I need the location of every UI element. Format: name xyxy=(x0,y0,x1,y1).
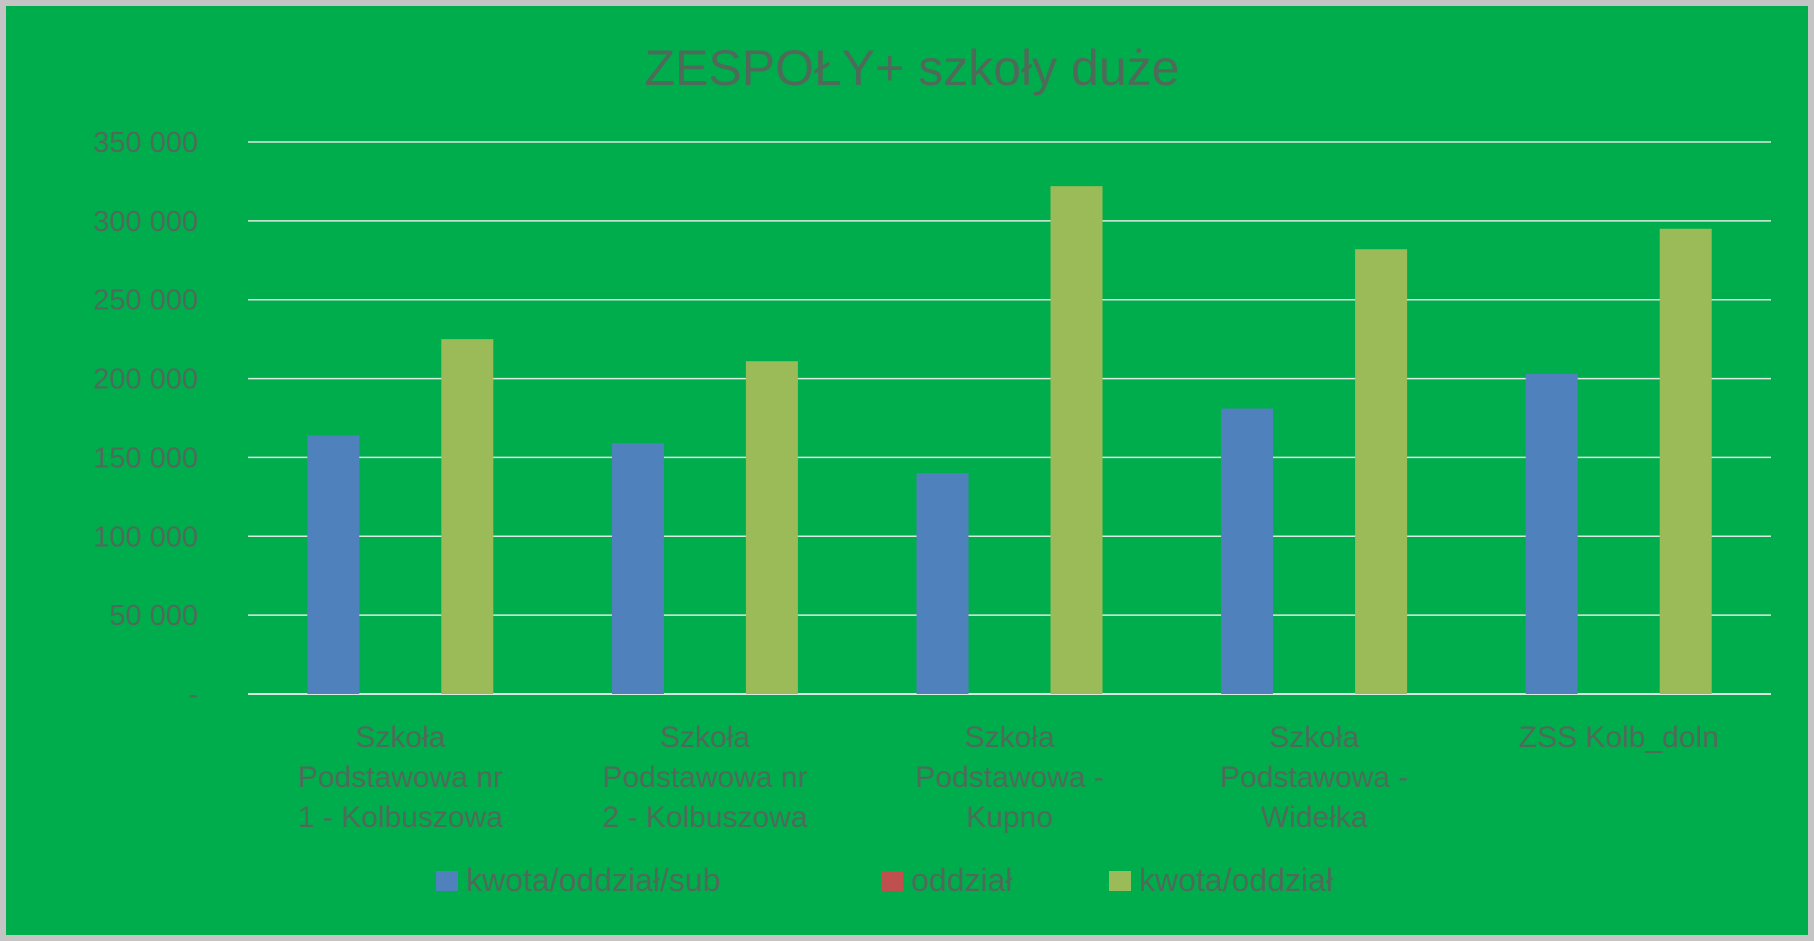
category-label: ZSS Kolb_doln xyxy=(1519,721,1719,754)
bar-kwota-oddzia-sub xyxy=(1525,373,1578,694)
legend-label: kwota/oddział/sub xyxy=(466,862,720,898)
bar-kwota-oddzia- xyxy=(441,339,494,694)
bar-kwota-oddzia-sub xyxy=(916,473,969,694)
bar-kwota-oddzia- xyxy=(1659,228,1712,694)
y-tick-label: 150 000 xyxy=(93,442,198,474)
bar-kwota-oddzia- xyxy=(745,361,798,694)
bars xyxy=(307,186,1712,694)
y-tick-label: 250 000 xyxy=(93,285,198,317)
y-tick-label: 100 000 xyxy=(93,521,198,553)
legend-swatch xyxy=(1109,871,1131,891)
y-tick-label: 200 000 xyxy=(93,364,198,396)
grid-lines xyxy=(248,141,1771,695)
legend-swatch xyxy=(881,871,903,891)
y-axis-tick-labels: - 50 000 100 000 150 000 200 000 250 000 300 0… xyxy=(93,127,198,711)
legend-swatch xyxy=(436,871,458,891)
y-tick-label: 300 000 xyxy=(93,206,198,238)
chart-title: ZESPOŁY+ szkoły duże xyxy=(645,40,1180,96)
legend-label: kwota/oddział xyxy=(1139,862,1333,898)
category-label: Szkoła Podstawowa -Widełka xyxy=(1220,721,1408,834)
y-tick-label: 350 000 xyxy=(93,127,198,159)
category-label: Szkoła Podstawowa -Kupno xyxy=(915,721,1103,834)
bar-kwota-oddzia-sub xyxy=(1221,408,1274,694)
y-tick-label: - xyxy=(188,679,198,711)
legend-label: oddział xyxy=(911,862,1012,898)
bar-kwota-oddzia-sub xyxy=(307,435,360,694)
category-labels: Szkoła Podstawowa nr 1 - Kolbuszowa Szkoła P… xyxy=(298,721,1719,834)
y-tick-label: 50 000 xyxy=(109,600,198,632)
bar-kwota-oddzia- xyxy=(1355,249,1408,694)
legend: kwota/oddział/sub oddział kwota/oddział xyxy=(436,862,1333,898)
bar-kwota-oddzia- xyxy=(1050,186,1103,694)
bar-kwota-oddzia-sub xyxy=(611,443,664,694)
category-label: Szkoła Podstawowa nr 2 - Kolbuszowa xyxy=(602,721,807,834)
category-label: Szkoła Podstawowa nr 1 - Kolbuszowa xyxy=(298,721,503,834)
